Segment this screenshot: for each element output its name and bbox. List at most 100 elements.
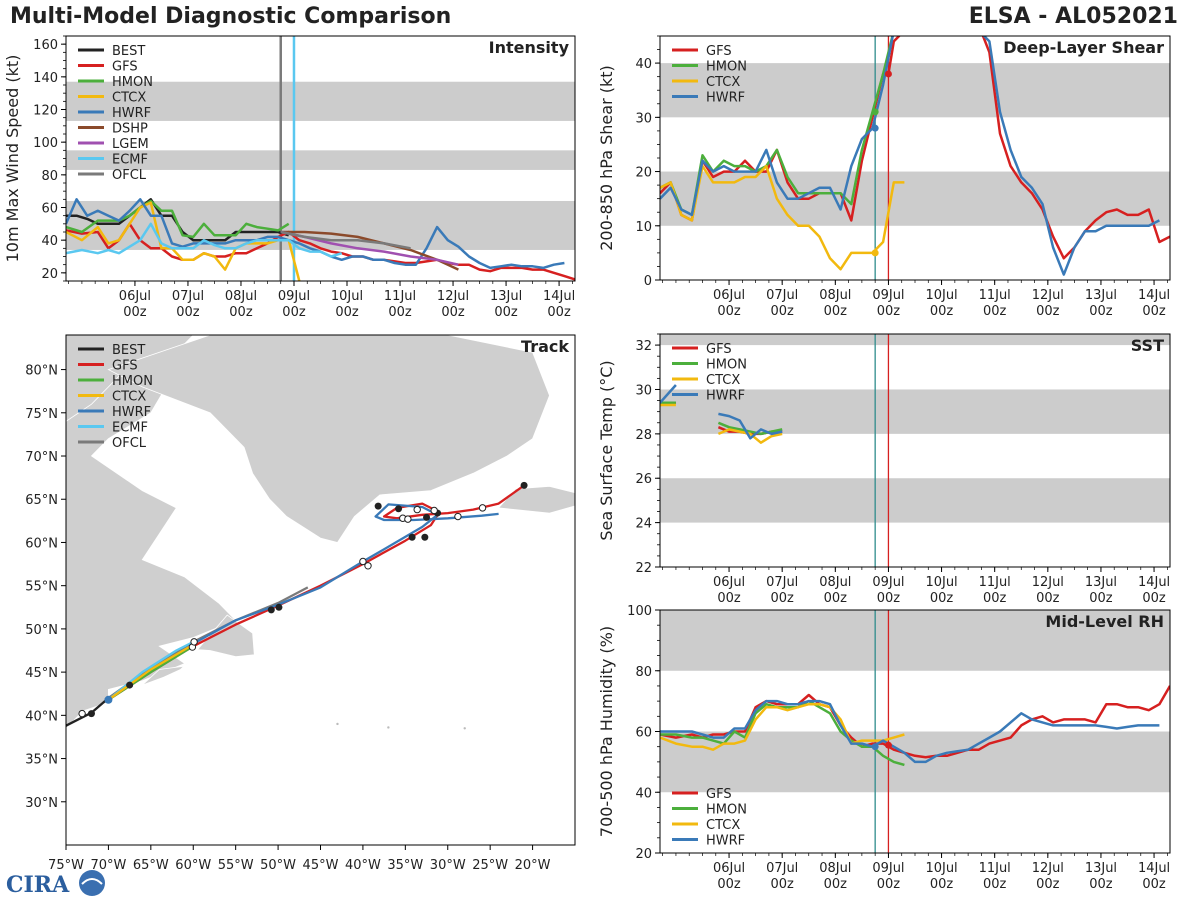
rh-xtick-day: 06Jul (713, 861, 745, 876)
track-marker-filled (423, 513, 431, 521)
land-newfoundland (196, 614, 255, 658)
sst-xtick-day: 07Jul (766, 575, 798, 590)
intensity-xtick-day: 13Jul (490, 289, 522, 304)
track-marker-open (359, 557, 367, 566)
intensity-xtick-hour: 00z (335, 305, 359, 320)
rh-ytick-label: 60 (635, 726, 652, 741)
track-ytick-label: 70°N (25, 450, 58, 465)
rh-xtick-day: 07Jul (766, 861, 798, 876)
track-ytick-label: 45°N (25, 666, 58, 681)
shear-band (660, 63, 1170, 118)
track-marker-filled (126, 681, 134, 689)
rh-series-ctcx (660, 702, 905, 751)
track-series-hwrf (107, 503, 499, 701)
rh-xtick-hour: 00z (930, 877, 954, 892)
track-marker-open (430, 506, 438, 515)
rh-point-hwrf (871, 743, 879, 751)
intensity-ytick-label: 60 (41, 202, 58, 217)
intensity-xtick-hour: 00z (282, 305, 306, 320)
sst-xtick-hour: 00z (1036, 591, 1060, 606)
shear-xtick-hour: 00z (983, 304, 1007, 319)
shear-ylabel: 200-850 hPa Shear (kt) (597, 65, 616, 251)
track-frame (65, 334, 576, 846)
intensity-series-ctcx (66, 201, 301, 281)
track-legend-label-ecmf: ECMF (112, 421, 148, 436)
intensity-ytick-label: 120 (33, 104, 58, 119)
sst-legend-label-hmon: HMON (706, 358, 747, 373)
shear-xtick-hour: 00z (717, 304, 741, 319)
track-xtick-label: 60°W (175, 858, 211, 873)
track-ytick-label: 65°N (25, 493, 58, 508)
intensity-title: Intensity (489, 38, 570, 57)
intensity-legend-label-ecmf: ECMF (112, 153, 148, 168)
sst-ytick-label: 30 (635, 383, 652, 398)
shear-ytick-label: 30 (635, 111, 652, 126)
track-xtick-label: 75°W (48, 858, 84, 873)
shear-point-gfs (884, 70, 892, 78)
sst-xtick-day: 08Jul (819, 575, 851, 590)
sst-band (660, 389, 1170, 434)
track-ytick-label: 55°N (25, 580, 58, 595)
track-marker-open (78, 709, 86, 718)
intensity-xtick-hour: 00z (547, 305, 571, 320)
intensity-band (66, 81, 575, 121)
intensity-xtick-day: 06Jul (119, 289, 151, 304)
shear-ytick-label: 0 (644, 274, 652, 289)
track-xtick-label: 35°W (387, 858, 423, 873)
rh-xtick-day: 14Jul (1138, 861, 1170, 876)
track-marker-filled (395, 505, 403, 513)
rh-ytick-label: 40 (635, 786, 652, 801)
sst-xtick-hour: 00z (1089, 591, 1113, 606)
shear-xtick-day: 14Jul (1138, 288, 1170, 303)
sst-ytick-label: 28 (635, 428, 652, 443)
shear-xtick-hour: 00z (1036, 304, 1060, 319)
land-greenland (107, 335, 550, 543)
rh-plot-area (660, 610, 1170, 853)
track-marker-open (404, 515, 412, 523)
track-title: Track (521, 337, 569, 356)
track-ytick-label: 75°N (25, 407, 58, 422)
track-legend-label-ofcl: OFCL (112, 436, 147, 451)
land-iceland (497, 485, 575, 514)
rh-xtick-hour: 00z (771, 877, 795, 892)
cira-logo: CIRA (6, 870, 105, 898)
rh-title: Mid-Level RH (1045, 612, 1164, 631)
intensity-legend-label-best: BEST (112, 44, 145, 59)
sst-xtick-day: 11Jul (979, 575, 1011, 590)
intensity-ytick-label: 80 (41, 169, 58, 184)
sst-xtick-hour: 00z (983, 591, 1007, 606)
track-plot-area (66, 335, 575, 845)
track-ytick-label: 60°N (25, 536, 58, 551)
track-marker-open (478, 504, 487, 512)
track-marker-open (364, 562, 372, 570)
track-marker-filled (267, 606, 275, 614)
shear-legend-label-hmon: HMON (706, 60, 747, 75)
intensity-xtick-day: 09Jul (278, 289, 310, 304)
rh-series-hmon (660, 699, 905, 767)
intensity-band (66, 150, 575, 170)
track-xtick-label: 20°W (515, 858, 551, 873)
land-nova-scotia (142, 656, 194, 686)
track-legend-label-best: BEST (112, 343, 145, 358)
intensity-frame (65, 35, 576, 282)
rh-xtick-day: 12Jul (1032, 861, 1064, 876)
rh-xtick-hour: 00z (1089, 877, 1113, 892)
shear-xtick-hour: 00z (877, 304, 901, 319)
shear-legend-label-ctcx: CTCX (706, 75, 740, 90)
page-title: Multi-Model Diagnostic Comparison (10, 4, 452, 29)
shear-ytick-label: 20 (635, 166, 652, 181)
rh-xtick-hour: 00z (824, 877, 848, 892)
intensity-xtick-hour: 00z (441, 305, 465, 320)
track-xtick-label: 40°W (345, 858, 381, 873)
rh-ytick-label: 100 (627, 604, 652, 619)
sst-xtick-hour: 00z (824, 591, 848, 606)
shear-plot-area (660, 36, 1170, 280)
sst-xtick-day: 13Jul (1085, 575, 1117, 590)
shear-xtick-day: 10Jul (925, 288, 957, 303)
rh-xtick-hour: 00z (717, 877, 741, 892)
shear-point-ctcx (871, 249, 879, 257)
sst-legend-label-gfs: GFS (706, 342, 732, 357)
shear-xtick-hour: 00z (771, 304, 795, 319)
intensity-xtick-day: 10Jul (331, 289, 363, 304)
